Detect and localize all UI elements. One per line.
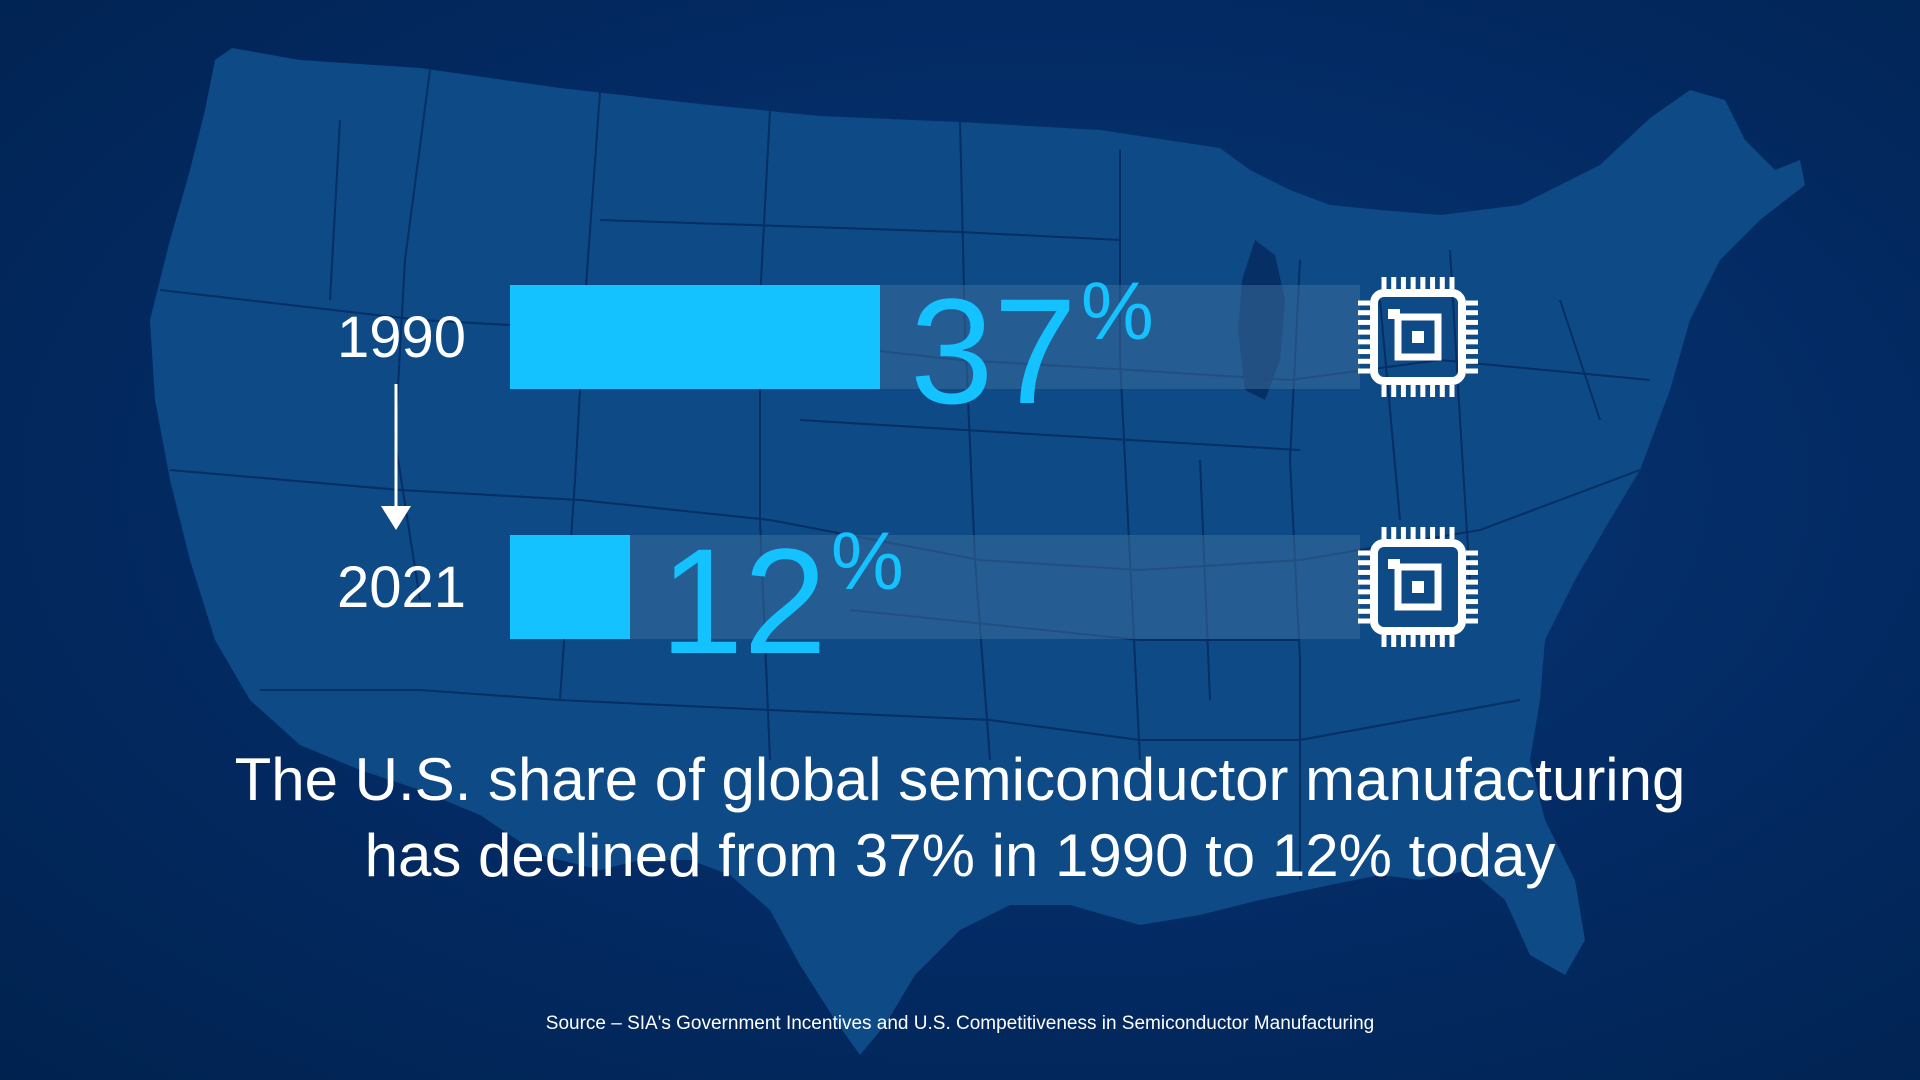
value-suffix-1990: %	[1081, 266, 1154, 357]
chip-icon	[1358, 277, 1478, 397]
bar-2021	[510, 535, 630, 639]
value-label-2021: 12	[660, 517, 827, 685]
headline-line-2: has declined from 37% in 1990 to 12% tod…	[364, 822, 1556, 889]
source-citation: Source – SIA's Government Incentives and…	[545, 1013, 1375, 1034]
value-suffix-2021: %	[831, 516, 904, 607]
headline-line-1: The U.S. share of global semiconductor m…	[234, 746, 1686, 813]
arrow-down-icon	[381, 384, 411, 530]
bar-1990	[510, 285, 880, 389]
bar-track-2021	[510, 535, 1360, 639]
value-label-1990: 37	[910, 267, 1077, 435]
year-label-2021: 2021	[337, 555, 466, 620]
headline: The U.S. share of global semiconductor m…	[0, 742, 1920, 894]
year-label-1990: 1990	[337, 305, 466, 370]
chip-icon	[1358, 527, 1478, 647]
